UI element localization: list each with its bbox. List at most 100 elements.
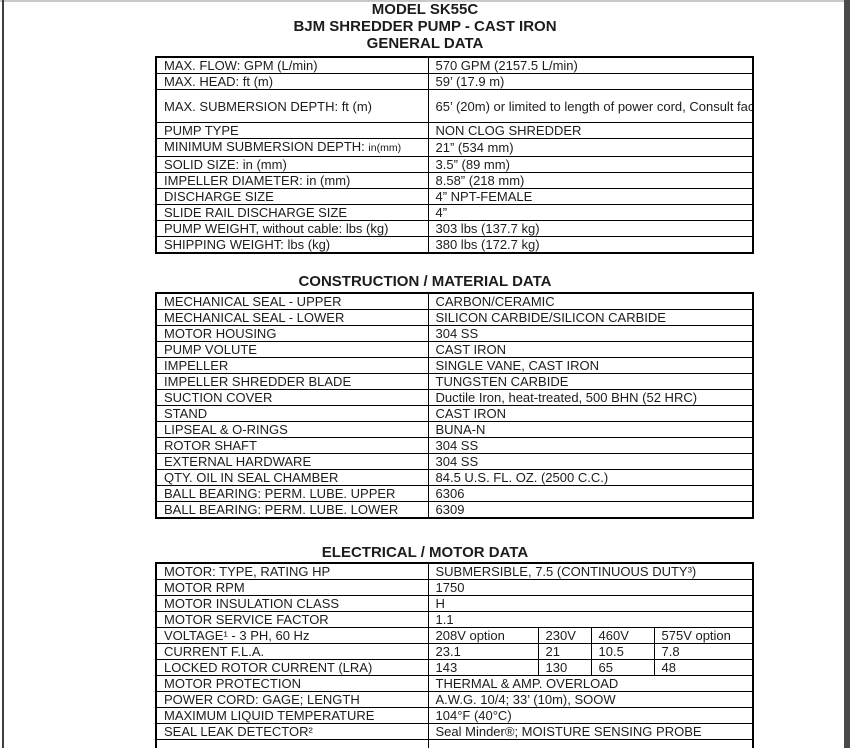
table-row: BALL BEARING: PERM. LUBE. UPPER 6306: [155, 485, 754, 502]
table-row-voltage: VOLTAGE¹ - 3 PH, 60 Hz 208V option 230V 460…: [155, 627, 754, 644]
spec-label: SLIDE RAIL DISCHARGE SIZE: [155, 204, 429, 221]
spec-label: MOTOR HOUSING: [155, 325, 429, 342]
spec-label: MECHANICAL SEAL - UPPER: [155, 292, 429, 310]
spec-label: SHIPPING WEIGHT: lbs (kg): [155, 236, 429, 254]
voltage-cell-575: 575V option: [653, 627, 754, 644]
table-row: MOTOR INSULATION CLASS H: [155, 595, 754, 612]
table-row: IMPELLER DIAMETER: in (mm) 8.58” (218 mm): [155, 172, 754, 189]
current-cell-208: 23.1: [427, 643, 539, 660]
spec-value: NON CLOG SHREDDER: [427, 122, 754, 139]
spec-label: SOLID SIZE: in (mm): [155, 156, 429, 173]
section-heading-electrical: ELECTRICAL / MOTOR DATA: [321, 544, 529, 561]
spec-value: 304 SS: [427, 453, 754, 470]
spec-label: BALL BEARING: PERM. LUBE. LOWER: [155, 501, 429, 519]
lra-cell-460: 65: [590, 659, 655, 676]
table-row: MECHANICAL SEAL - LOWER SILICON CARBIDE/S…: [155, 309, 754, 326]
spec-label: MAX. SUBMERSION DEPTH: ft (m): [155, 89, 429, 123]
spec-value: 570 GPM (2157.5 L/min): [427, 56, 754, 74]
table-row: MAXIMUM LIQUID TEMPERATURE 104°F (40°C): [155, 707, 754, 724]
lra-cell-230: 130: [537, 659, 592, 676]
viewer-right-edge: [844, 0, 850, 748]
spec-label: IMPELLER: [155, 357, 429, 374]
spec-label: MAX. FLOW: GPM (L/min): [155, 56, 429, 74]
table-row-lra: LOCKED ROTOR CURRENT (LRA) 143 130 65 48: [155, 659, 754, 676]
spec-label: MECHANICAL SEAL - LOWER: [155, 309, 429, 326]
spec-label: CURRENT F.L.A.: [155, 643, 429, 660]
table-row: MECHANICAL SEAL - UPPER CARBON/CERAMIC: [155, 292, 754, 310]
spec-label: LIPSEAL & O-RINGS: [155, 421, 429, 438]
section-heading-general: GENERAL DATA: [366, 35, 484, 52]
general-data-table: MAX. FLOW: GPM (L/min) 570 GPM (2157.5 L/…: [155, 56, 754, 254]
electrical-motor-table: MOTOR: TYPE, RATING HP SUBMERSIBLE, 7.5 (…: [155, 562, 755, 748]
spec-label-unit: in(mm): [368, 142, 402, 154]
spec-value: 84.5 U.S. FL. OZ. (2500 C.C.): [427, 469, 754, 486]
spec-value: 8.58” (218 mm): [427, 172, 754, 189]
table-row: EXTERNAL HARDWARE 304 SS: [155, 453, 754, 470]
spec-label: ROTOR SHAFT: [155, 437, 429, 454]
spec-value: 21” (534 mm): [427, 138, 754, 157]
spec-label: VOLTAGE¹ - 3 PH, 60 Hz: [155, 627, 429, 644]
lra-cell-575: 48: [653, 659, 754, 676]
spec-value: 59’ (17.9 m): [427, 73, 754, 90]
spec-value: TUNGSTEN CARBIDE: [427, 373, 754, 390]
spec-label: MOTOR RPM: [155, 579, 429, 596]
spec-label: DISCHARGE SIZE: [155, 188, 429, 205]
spec-value: CAST IRON: [427, 341, 754, 358]
spec-label: MOTOR INSULATION CLASS: [155, 595, 429, 612]
spec-value: 4” NPT-FEMALE: [427, 188, 754, 205]
viewer-left-edge: [2, 0, 4, 748]
spec-label: QTY. OIL IN SEAL CHAMBER: [155, 469, 429, 486]
viewer-top-edge: [0, 0, 850, 2]
spec-value: [427, 739, 754, 748]
spec-value: 303 lbs (137.7 kg): [427, 220, 754, 237]
spec-value: 6309: [427, 501, 754, 519]
table-row: MOTOR RPM 1750: [155, 579, 754, 596]
table-row: MOTOR HOUSING 304 SS: [155, 325, 754, 342]
spec-label: MAXIMUM LIQUID TEMPERATURE: [155, 707, 429, 724]
spec-value: Ductile Iron, heat-treated, 500 BHN (52 …: [427, 389, 754, 406]
spec-value: SINGLE VANE, CAST IRON: [427, 357, 754, 374]
spec-value: 104°F (40°C): [427, 707, 754, 724]
spec-value: 304 SS: [427, 325, 754, 342]
table-row: LIPSEAL & O-RINGS BUNA-N: [155, 421, 754, 438]
table-row: BALL BEARING: PERM. LUBE. LOWER 6309: [155, 501, 754, 519]
table-row: STAND CAST IRON: [155, 405, 754, 422]
voltage-cell-460: 460V: [590, 627, 655, 644]
spec-value: BUNA-N: [427, 421, 754, 438]
spec-value: 6306: [427, 485, 754, 502]
spec-label: MOTOR: TYPE, RATING HP: [155, 562, 429, 580]
spec-label: PUMP VOLUTE: [155, 341, 429, 358]
table-row: QTY. OIL IN SEAL CHAMBER 84.5 U.S. FL. OZ…: [155, 469, 754, 486]
spec-value: THERMAL & AMP. OVERLOAD: [427, 675, 754, 692]
spec-value: CARBON/CERAMIC: [427, 292, 754, 310]
table-row: POWER CORD: GAGE; LENGTH A.W.G. 10/4; 33’…: [155, 691, 754, 708]
table-row: IMPELLER SHREDDER BLADE TUNGSTEN CARBIDE: [155, 373, 754, 390]
lra-cell-208: 143: [427, 659, 539, 676]
spec-label: SEAL LEAK DETECTOR²: [155, 723, 429, 740]
table-row: DISCHARGE SIZE 4” NPT-FEMALE: [155, 188, 754, 205]
spec-value: Seal Minder®; MOISTURE SENSING PROBE: [427, 723, 754, 740]
table-row: MAX. HEAD: ft (m) 59’ (17.9 m): [155, 73, 754, 90]
construction-material-table: MECHANICAL SEAL - UPPER CARBON/CERAMIC ME…: [155, 292, 754, 519]
table-row: MOTOR PROTECTION THERMAL & AMP. OVERLOAD: [155, 675, 754, 692]
document-header: MODEL SK55C BJM SHREDDER PUMP - CAST IRO…: [0, 1, 850, 52]
spec-label: EXTERNAL HARDWARE: [155, 453, 429, 470]
spec-label: SUCTION COVER: [155, 389, 429, 406]
spec-label: PUMP WEIGHT, without cable: lbs (kg): [155, 220, 429, 237]
spec-label: MOTOR PROTECTION: [155, 675, 429, 692]
model-title: MODEL SK55C: [371, 1, 479, 18]
spec-value: SUBMERSIBLE, 7.5 (CONTINUOUS DUTY³): [427, 562, 754, 580]
spec-value: SILICON CARBIDE/SILICON CARBIDE: [427, 309, 754, 326]
table-row: PUMP VOLUTE CAST IRON: [155, 341, 754, 358]
spec-label: IMPELLER SHREDDER BLADE: [155, 373, 429, 390]
spec-value: A.W.G. 10/4; 33’ (10m), SOOW: [427, 691, 754, 708]
spec-label: LOCKED ROTOR CURRENT (LRA): [155, 659, 429, 676]
spec-label: IMPELLER DIAMETER: in (mm): [155, 172, 429, 189]
table-row-partial: [155, 739, 754, 748]
table-row: MINIMUM SUBMERSION DEPTH: in(mm) 21” (534…: [155, 138, 754, 157]
table-row: SHIPPING WEIGHT: lbs (kg) 380 lbs (172.7 …: [155, 236, 754, 254]
table-row: MAX. SUBMERSION DEPTH: ft (m) 65’ (20m) o…: [155, 89, 754, 123]
current-cell-230: 21: [537, 643, 592, 660]
section-heading-construction: CONSTRUCTION / MATERIAL DATA: [298, 273, 552, 290]
